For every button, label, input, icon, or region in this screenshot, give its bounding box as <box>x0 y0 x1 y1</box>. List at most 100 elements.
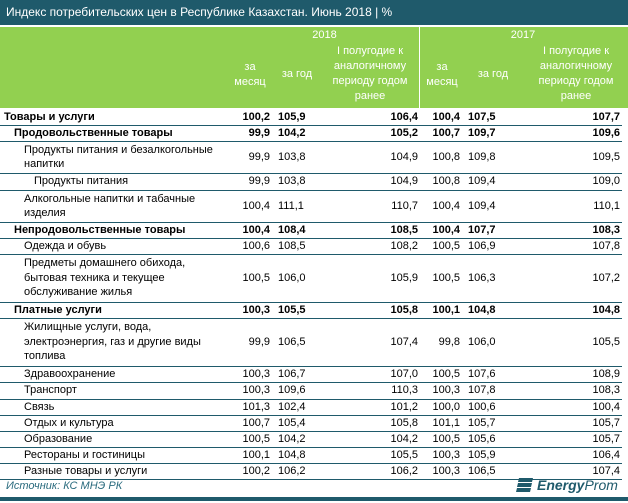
table-row: Транспорт 100,3 109,6 110,3 100,3 107,8 108,3 <box>0 382 622 400</box>
cell-value: 106,7 <box>272 366 324 383</box>
table-row: Рестораны и гостиницы 100,1 104,8 105,5 100,… <box>0 447 622 464</box>
table-row: Алкогольные напитки и табачные изделия 10… <box>0 190 622 223</box>
cell-value: 100,0 <box>420 399 462 416</box>
cell-value: 104,2 <box>272 431 324 448</box>
table-row: Здравоохранение 100,3 106,7 107,0 100,5 107,6… <box>0 366 622 383</box>
cell-value: 100,1 <box>420 302 462 319</box>
cell-value: 99,9 <box>228 318 272 367</box>
cell-value: 108,5 <box>324 222 420 239</box>
cell-value: 100,2 <box>228 463 272 480</box>
table-row: Разные товары и услуги 100,2 106,2 106,2 100… <box>0 463 622 480</box>
logo-icon <box>516 478 533 492</box>
cell-value: 100,8 <box>420 173 462 191</box>
cell-value: 106,3 <box>462 254 522 303</box>
cell-value: 100,4 <box>228 222 272 239</box>
cell-value: 107,7 <box>522 110 622 126</box>
cell-value: 109,4 <box>462 173 522 191</box>
row-label: Транспорт <box>0 382 228 400</box>
cell-value: 100,5 <box>420 366 462 383</box>
row-label: Товары и услуги <box>0 110 228 126</box>
bottom-rule <box>0 497 628 501</box>
cell-value: 109,6 <box>522 125 622 142</box>
cell-value: 106,9 <box>462 238 522 255</box>
table-row: Образование 100,5 104,2 104,2 100,5 105,6 105,… <box>0 431 622 448</box>
row-label: Рестораны и гостиницы <box>0 447 228 464</box>
cell-value: 109,6 <box>272 382 324 400</box>
cell-value: 99,9 <box>228 141 272 174</box>
row-label: Платные услуги <box>0 302 228 319</box>
col-year-2018: за год <box>281 68 313 80</box>
cell-value: 107,6 <box>462 366 522 383</box>
cell-value: 100,3 <box>228 382 272 400</box>
cell-value: 104,8 <box>272 447 324 464</box>
row-label: Связь <box>0 399 228 416</box>
cell-value: 107,5 <box>462 110 522 126</box>
row-label: Предметы домашнего обихода, бытовая техн… <box>0 254 228 303</box>
table-row: Предметы домашнего обихода, бытовая техн… <box>0 254 622 303</box>
cell-value: 102,4 <box>272 399 324 416</box>
table-row: Связь 101,3 102,4 101,2 100,0 100,6 100,4 <box>0 399 622 416</box>
col-month-2017: за месяц <box>426 61 458 88</box>
cell-value: 109,8 <box>462 141 522 174</box>
cell-value: 105,9 <box>324 254 420 303</box>
cell-value: 106,5 <box>272 318 324 367</box>
table-header: 2018 2017 за месяц за год I полугодие к … <box>0 27 628 108</box>
cell-value: 100,5 <box>420 254 462 303</box>
cell-value: 104,8 <box>462 302 522 319</box>
row-label: Отдых и культура <box>0 415 228 432</box>
cell-value: 104,2 <box>272 125 324 142</box>
cell-value: 110,3 <box>324 382 420 400</box>
cell-value: 110,7 <box>324 190 420 223</box>
cell-value: 100,6 <box>462 399 522 416</box>
col-year-2017: за год <box>477 68 509 80</box>
cell-value: 105,5 <box>522 318 622 367</box>
cell-value: 108,3 <box>522 222 622 239</box>
cell-value: 100,3 <box>228 366 272 383</box>
cell-value: 104,9 <box>324 173 420 191</box>
energyprom-logo: EnergyProm <box>516 475 624 495</box>
col-half-2017: I полугодие к аналогичному периоду годом… <box>538 45 614 102</box>
cell-value: 108,3 <box>522 382 622 400</box>
cell-value: 100,4 <box>420 110 462 126</box>
table-row: Продовольственные товары 99,9 104,2 105,2 10… <box>0 125 622 142</box>
cell-value: 105,7 <box>462 415 522 432</box>
cell-value: 109,5 <box>522 141 622 174</box>
table-row: Продукты питания и безалкогольные напитк… <box>0 141 622 174</box>
row-label: Образование <box>0 431 228 448</box>
cell-value: 106,5 <box>462 463 522 480</box>
table-row: Одежда и обувь 100,6 108,5 108,2 100,5 106,9 1… <box>0 238 622 255</box>
cell-value: 105,7 <box>522 431 622 448</box>
year-2017: 2017 <box>510 29 536 41</box>
year-divider <box>419 27 420 108</box>
cell-value: 106,2 <box>272 463 324 480</box>
cell-value: 107,4 <box>324 318 420 367</box>
table-row: Жилищные услуги, вода, электроэнергия, г… <box>0 318 622 367</box>
cell-value: 100,3 <box>420 447 462 464</box>
cell-value: 105,2 <box>324 125 420 142</box>
cell-value: 105,6 <box>462 431 522 448</box>
table-row: Продукты питания 99,9 103,8 104,9 100,8 109,4… <box>0 173 622 191</box>
cell-value: 106,0 <box>462 318 522 367</box>
source-note: Источник: КС МНЭ РК <box>6 480 123 492</box>
cell-value: 107,8 <box>522 238 622 255</box>
cell-value: 100,8 <box>420 141 462 174</box>
cell-value: 106,0 <box>272 254 324 303</box>
cell-value: 105,9 <box>462 447 522 464</box>
cell-value: 100,4 <box>522 399 622 416</box>
cell-value: 100,5 <box>420 431 462 448</box>
year-2018: 2018 <box>312 29 337 41</box>
cell-value: 100,3 <box>420 463 462 480</box>
cell-value: 99,9 <box>228 125 272 142</box>
cell-value: 104,2 <box>324 431 420 448</box>
cell-value: 108,9 <box>522 366 622 383</box>
cell-value: 100,1 <box>228 447 272 464</box>
cell-value: 100,5 <box>228 254 272 303</box>
cell-value: 103,8 <box>272 141 324 174</box>
cell-value: 105,5 <box>324 447 420 464</box>
cell-value: 105,8 <box>324 415 420 432</box>
cell-value: 100,4 <box>420 190 462 223</box>
cell-value: 110,1 <box>522 190 622 223</box>
cell-value: 101,3 <box>228 399 272 416</box>
table-row: Непродовольственные товары 100,4 108,4 108,… <box>0 222 622 239</box>
row-label: Непродовольственные товары <box>0 222 228 239</box>
